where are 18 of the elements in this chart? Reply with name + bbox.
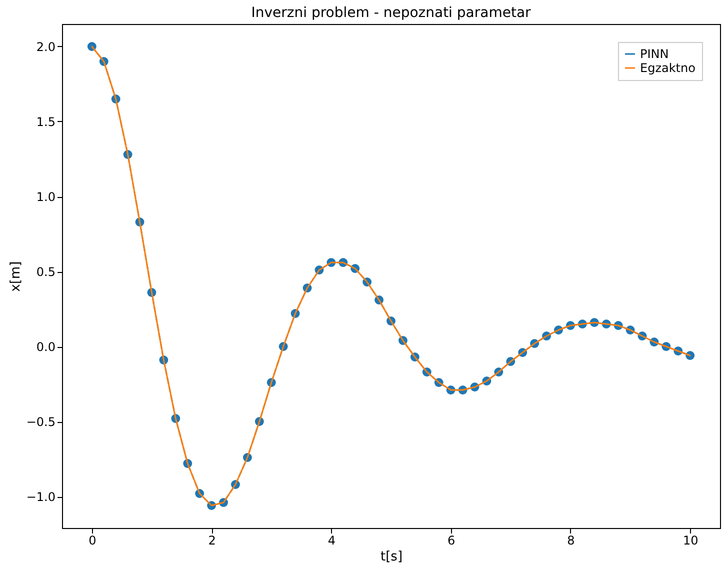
y-tick-label: 0.5 — [36, 265, 56, 279]
y-tick-label: −1.0 — [26, 490, 56, 504]
y-axis-title: x[m] — [8, 261, 24, 292]
x-tick-label: 0 — [88, 534, 96, 548]
legend-label: PINN — [640, 47, 669, 61]
y-tick-label: 2.0 — [36, 40, 56, 54]
chart-title: Inverzni problem - nepoznati parametar — [251, 5, 532, 21]
x-tick-label: 4 — [328, 534, 336, 548]
y-tick-label: 0.0 — [36, 340, 56, 354]
y-tick-label: 1.0 — [36, 190, 56, 204]
y-tick-label: −0.5 — [26, 415, 56, 429]
x-tick-label: 8 — [567, 534, 575, 548]
x-tick-label: 2 — [208, 534, 216, 548]
x-axis-title: t[s] — [380, 550, 403, 564]
x-tick-label: 10 — [682, 534, 698, 548]
x-tick-label: 6 — [448, 534, 456, 548]
y-tick-label: 1.5 — [36, 115, 56, 129]
legend-label: Egzaktno — [640, 61, 696, 75]
